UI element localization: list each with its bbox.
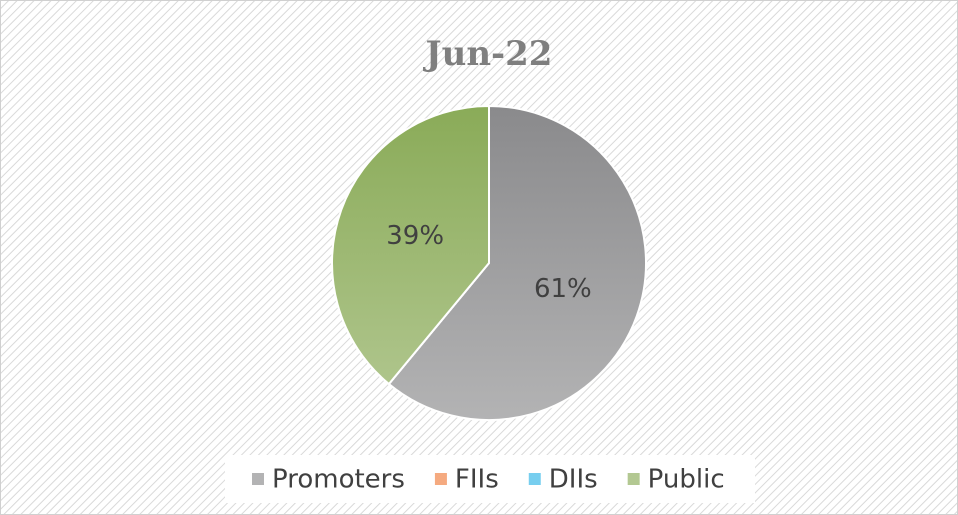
legend-label: DIIs [549, 465, 598, 495]
legend-label: FIIs [455, 465, 499, 495]
legend-swatch [434, 473, 447, 485]
legend-label: Promoters [272, 465, 405, 495]
legend-swatch [528, 473, 541, 485]
pie-slice [387, 104, 647, 421]
legend-swatch [252, 473, 264, 485]
legend-swatch [627, 473, 640, 485]
data-label: 39% [386, 221, 444, 251]
legend-box [225, 455, 755, 503]
data-label: 61% [534, 274, 592, 304]
chart-title: Jun-22 [423, 34, 553, 74]
pie-slice [331, 104, 490, 386]
legend-label: Public [648, 465, 725, 495]
